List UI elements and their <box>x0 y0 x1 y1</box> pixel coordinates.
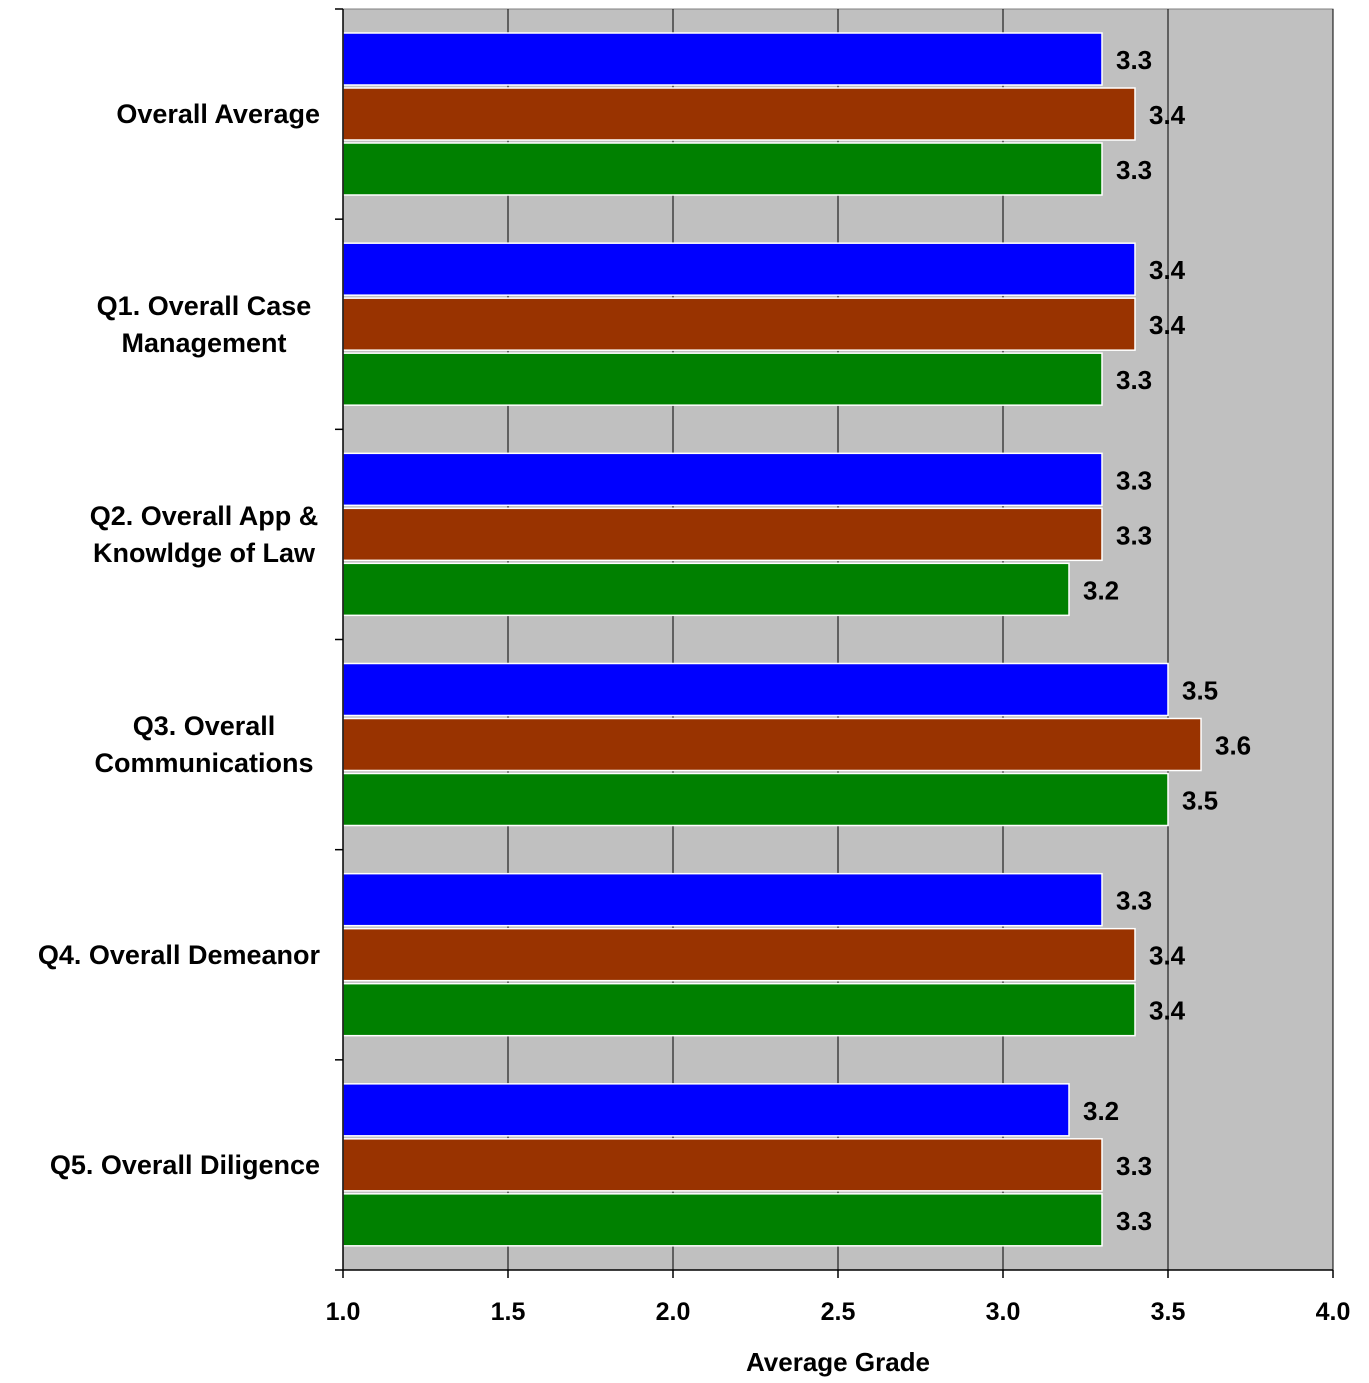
data-label-4-0: 3.3 <box>1116 886 1152 916</box>
data-label-5-2: 3.3 <box>1116 1206 1152 1236</box>
x-tick-label-5: 3.5 <box>1151 1298 1186 1326</box>
data-label-2-2: 3.2 <box>1083 575 1119 605</box>
data-label-3-0: 3.5 <box>1182 676 1218 706</box>
bar-1-2 <box>342 352 1103 406</box>
category-label-line: Knowldge of Law <box>93 538 316 568</box>
x-tick-label-4: 3.0 <box>986 1298 1021 1326</box>
data-label-0-0: 3.3 <box>1116 45 1152 75</box>
data-label-1-0: 3.4 <box>1149 255 1186 285</box>
bar-0-0 <box>342 32 1103 86</box>
x-tick-label-0: 1.0 <box>326 1298 361 1326</box>
bar-5-0 <box>342 1083 1070 1137</box>
data-label-5-0: 3.2 <box>1083 1096 1119 1126</box>
bar-0-2 <box>342 142 1103 196</box>
category-label-3: Q3. Overall Communications <box>94 711 313 778</box>
category-label-line: Management <box>121 328 286 358</box>
data-label-1-1: 3.4 <box>1149 310 1186 340</box>
bar-3-2 <box>342 772 1169 827</box>
x-axis-title: Average Grade <box>746 1347 930 1377</box>
bar-4-2 <box>342 982 1136 1037</box>
category-label-0: Overall Average <box>116 99 320 129</box>
bar-2-1 <box>342 507 1103 562</box>
data-label-2-0: 3.3 <box>1116 465 1152 495</box>
data-label-3-2: 3.5 <box>1182 786 1218 816</box>
category-label-line: Q4. Overall Demeanor <box>38 940 321 970</box>
bar-2-0 <box>342 452 1103 507</box>
bar-3-0 <box>342 662 1169 717</box>
x-tick-label-2: 2.0 <box>656 1298 691 1326</box>
data-label-3-1: 3.6 <box>1215 731 1251 761</box>
data-label-1-2: 3.3 <box>1116 365 1152 395</box>
bar-2-2 <box>342 562 1070 617</box>
x-tick-label-1: 1.5 <box>491 1298 526 1326</box>
bar-0-1 <box>342 87 1136 141</box>
bar-1-0 <box>342 242 1136 296</box>
data-label-0-1: 3.4 <box>1149 100 1186 130</box>
data-label-5-1: 3.3 <box>1116 1151 1152 1181</box>
category-label-4: Q4. Overall Demeanor <box>38 940 321 970</box>
bar-5-2 <box>342 1193 1103 1247</box>
x-tick-label-3: 2.5 <box>821 1298 856 1326</box>
category-label-1: Q1. Overall Case Management <box>97 291 312 358</box>
category-label-2: Q2. Overall App & Knowldge of Law <box>90 501 319 568</box>
category-label-line: Communications <box>94 748 313 778</box>
data-label-0-2: 3.3 <box>1116 155 1152 185</box>
data-label-4-1: 3.4 <box>1149 941 1186 971</box>
data-label-4-2: 3.4 <box>1149 996 1186 1026</box>
bar-1-1 <box>342 297 1136 351</box>
category-label-line: Overall Average <box>116 99 320 129</box>
bar-5-1 <box>342 1138 1103 1192</box>
category-label-line: Q3. Overall <box>133 711 276 741</box>
bar-4-1 <box>342 927 1136 982</box>
category-label-line: Q1. Overall Case <box>97 291 312 321</box>
bar-3-1 <box>342 717 1202 772</box>
category-label-line: Q2. Overall App & <box>90 501 319 531</box>
category-label-5: Q5. Overall Diligence <box>50 1150 320 1180</box>
data-label-2-1: 3.3 <box>1116 520 1152 550</box>
bar-4-0 <box>342 872 1103 927</box>
category-label-line: Q5. Overall Diligence <box>50 1150 320 1180</box>
x-tick-label-6: 4.0 <box>1316 1298 1351 1326</box>
